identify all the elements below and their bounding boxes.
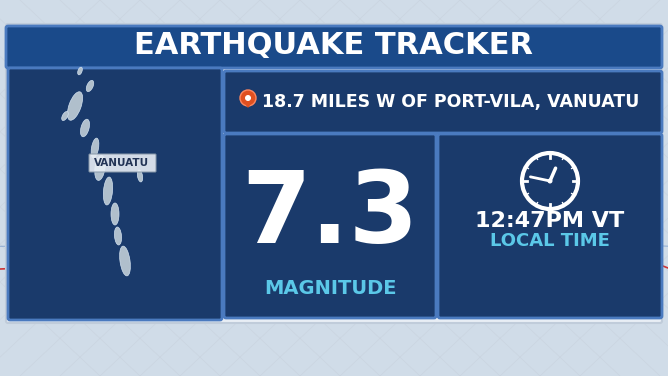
Text: MAGNITUDE: MAGNITUDE [264,279,396,297]
Text: VANUATU: VANUATU [94,158,150,168]
FancyBboxPatch shape [224,71,662,133]
Ellipse shape [114,227,122,245]
Ellipse shape [95,156,106,180]
FancyBboxPatch shape [6,26,662,68]
Ellipse shape [77,67,82,75]
Text: 18.7 MILES W OF PORT-VILA, VANUATU: 18.7 MILES W OF PORT-VILA, VANUATU [262,93,639,111]
Ellipse shape [61,112,68,120]
FancyBboxPatch shape [224,134,436,318]
Text: EARTHQUAKE TRACKER: EARTHQUAKE TRACKER [134,32,534,61]
FancyBboxPatch shape [438,134,662,318]
FancyBboxPatch shape [8,68,222,320]
FancyBboxPatch shape [89,154,156,172]
Ellipse shape [86,80,94,92]
Ellipse shape [67,92,83,120]
Ellipse shape [120,246,130,276]
Circle shape [245,95,251,101]
FancyBboxPatch shape [6,24,662,323]
Ellipse shape [91,138,99,158]
Text: 12:47PM VT: 12:47PM VT [476,211,625,231]
Ellipse shape [111,203,119,225]
Text: LOCAL TIME: LOCAL TIME [490,232,610,250]
Circle shape [548,179,552,183]
Circle shape [240,90,256,106]
Polygon shape [243,101,253,108]
Ellipse shape [138,170,143,182]
Text: 7.3: 7.3 [241,167,419,264]
Ellipse shape [80,119,90,137]
Ellipse shape [104,177,113,205]
